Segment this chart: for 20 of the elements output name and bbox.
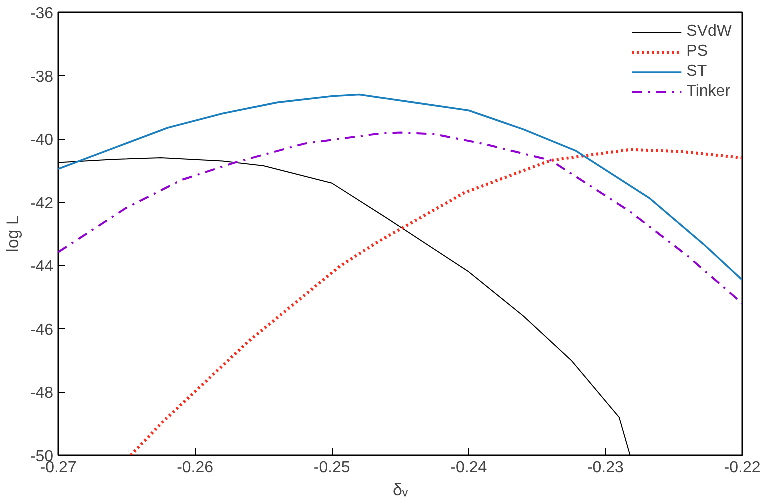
- legend-label: SVdW: [686, 23, 732, 41]
- line-series: [58, 132, 742, 305]
- y-tick-label: -40: [30, 132, 54, 150]
- x-tick-label: -0.23: [587, 460, 624, 476]
- y-axis-title: log L: [3, 216, 22, 252]
- x-tick-label: -0.24: [450, 460, 488, 476]
- x-axis-title: δᵥ: [393, 480, 408, 500]
- y-tick-label: -44: [30, 258, 54, 276]
- x-tick-label: -0.22: [724, 460, 761, 476]
- line-series: [130, 148, 742, 456]
- legend-label: Tinker: [686, 83, 731, 101]
- x-tick-label: -0.25: [314, 460, 350, 476]
- y-tick-label: -38: [30, 68, 54, 86]
- y-tick-label: -36: [30, 6, 54, 22]
- legend-label: ST: [686, 63, 708, 81]
- x-tick-label: -0.26: [177, 460, 214, 476]
- legend-label: PS: [686, 43, 708, 61]
- y-tick-label: -46: [30, 322, 54, 339]
- y-tick-label: -42: [30, 195, 54, 212]
- y-tick-label: -48: [30, 385, 54, 402]
